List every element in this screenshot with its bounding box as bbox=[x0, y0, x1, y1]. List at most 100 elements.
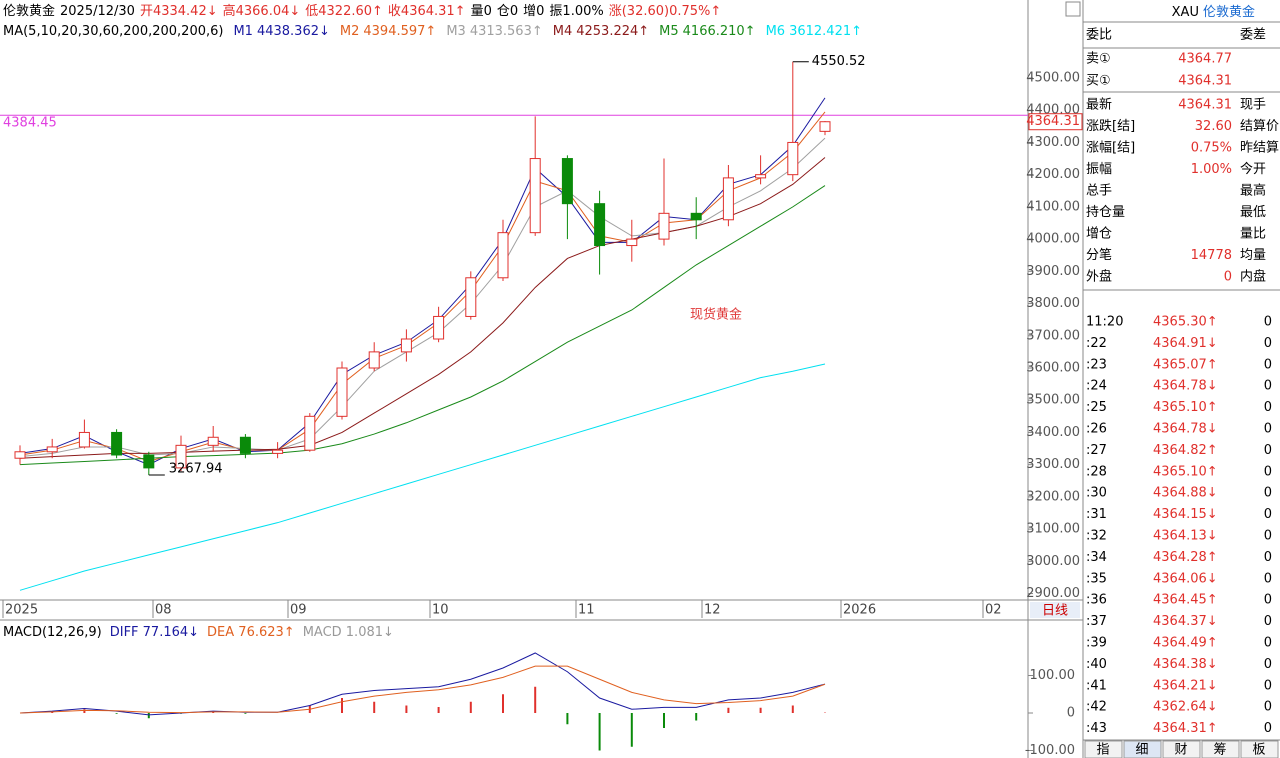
candle-body bbox=[626, 238, 638, 247]
quote-label2: 量比 bbox=[1240, 227, 1266, 242]
tab-label: 筹 bbox=[1213, 742, 1226, 758]
tick-time: :43 bbox=[1086, 721, 1107, 736]
header-part: 开4334.42↓ bbox=[140, 4, 218, 19]
candle-body bbox=[819, 121, 831, 132]
quote-label: 总手 bbox=[1086, 184, 1112, 199]
bid-diff: 委差 bbox=[1240, 28, 1266, 43]
candle-body bbox=[400, 338, 412, 353]
tick-volume: 0 bbox=[1264, 678, 1272, 693]
candle-body bbox=[722, 177, 734, 221]
tab[interactable] bbox=[1240, 740, 1279, 758]
tick-volume: 0 bbox=[1264, 464, 1272, 479]
low-label: 3267.94 bbox=[169, 461, 223, 476]
quote-label2: 最低 bbox=[1240, 205, 1266, 220]
macd-legend-item: DEA 76.623↑ bbox=[207, 625, 295, 640]
y-tick-label: 4100.00 bbox=[1026, 199, 1080, 214]
macd-legend: MACD(12,26,9) DIFF 77.164↓ DEA 76.623↑ MACD… bbox=[3, 625, 394, 640]
tick-volume: 0 bbox=[1264, 379, 1272, 394]
tab-label: 细 bbox=[1135, 743, 1148, 758]
legend-name: M5 bbox=[659, 24, 679, 39]
y-tick-label: 4000.00 bbox=[1026, 232, 1080, 247]
y-tick-label: 3600.00 bbox=[1026, 361, 1080, 376]
tick-time: :26 bbox=[1086, 422, 1107, 437]
header-part: 伦敦黄金 bbox=[3, 3, 55, 19]
period-button[interactable] bbox=[1030, 602, 1080, 618]
ma-title: MA(5,10,20,30,60,200,200,200,6) bbox=[3, 24, 223, 39]
tab[interactable] bbox=[1201, 740, 1240, 758]
y-tick-label: 2900.00 bbox=[1026, 586, 1080, 601]
legend-name: M2 bbox=[340, 24, 360, 39]
tick-price: 4364.78↓ bbox=[1153, 422, 1218, 437]
tick-time: :42 bbox=[1086, 700, 1107, 715]
quote-value: 0.75% bbox=[1191, 141, 1232, 156]
candle-body bbox=[304, 415, 316, 451]
y-tick-label: 4200.00 bbox=[1026, 167, 1080, 182]
tick-volume: 0 bbox=[1264, 336, 1272, 351]
header-part: 涨(32.60)0.75%↑ bbox=[609, 4, 722, 19]
tick-price: 4364.06↓ bbox=[1153, 571, 1218, 586]
ma-line bbox=[19, 157, 826, 459]
legend-name: M1 bbox=[233, 24, 253, 39]
ma-legend: MA(5,10,20,30,60,200,200,200,6) M1 4438.36… bbox=[3, 24, 862, 39]
tick-price: 4364.82↑ bbox=[1153, 443, 1218, 458]
window-button[interactable] bbox=[1065, 1, 1081, 17]
quote-value: 32.60 bbox=[1195, 119, 1232, 134]
quote-value: 0 bbox=[1224, 270, 1232, 285]
tick-price: 4364.78↓ bbox=[1153, 379, 1218, 394]
candle-body bbox=[46, 446, 58, 453]
candle-body bbox=[690, 212, 702, 221]
tick-time: :25 bbox=[1086, 400, 1107, 415]
tick-time: :37 bbox=[1086, 614, 1107, 629]
tick-volume: 0 bbox=[1264, 422, 1272, 437]
legend-value: 4313.563↑ bbox=[470, 24, 543, 39]
tick-time: :23 bbox=[1086, 357, 1107, 372]
tick-price: 4364.15↓ bbox=[1153, 507, 1218, 522]
diff-line bbox=[19, 652, 826, 716]
tab[interactable] bbox=[1084, 740, 1123, 758]
tab[interactable] bbox=[1123, 740, 1162, 758]
legend-value: 4394.597↑ bbox=[363, 24, 436, 39]
legend-value: 4438.362↓ bbox=[257, 24, 330, 39]
tick-price: 4362.64↓ bbox=[1153, 700, 1218, 715]
candle-body bbox=[561, 158, 573, 205]
y-tick-label: 3500.00 bbox=[1026, 393, 1080, 408]
tick-price: 4364.31↑ bbox=[1153, 721, 1218, 736]
quote-label: 最新 bbox=[1086, 97, 1112, 113]
reference-label: 4384.45 bbox=[3, 116, 57, 131]
quote-value: 1.00% bbox=[1191, 162, 1232, 177]
tab-label: 板 bbox=[1252, 743, 1265, 758]
book-label: 买① bbox=[1086, 74, 1111, 89]
tick-time: :30 bbox=[1086, 486, 1107, 501]
y-tick-label: 3900.00 bbox=[1026, 264, 1080, 279]
book-label: 卖① bbox=[1086, 52, 1111, 67]
tick-time: :35 bbox=[1086, 571, 1107, 586]
tab[interactable] bbox=[1162, 740, 1201, 758]
quote-label: 增仓 bbox=[1086, 227, 1112, 242]
candle-body bbox=[433, 315, 445, 340]
high-label: 4550.52 bbox=[812, 54, 866, 69]
quote-label2: 结算价 bbox=[1240, 119, 1279, 134]
x-tick-label: 09 bbox=[290, 603, 307, 618]
quote-value: 4364.31 bbox=[1178, 98, 1232, 113]
tick-volume: 0 bbox=[1264, 315, 1272, 330]
quote-title: XAU 伦敦黄金 bbox=[1172, 4, 1255, 20]
candle-body bbox=[594, 203, 606, 247]
header-part: 低4322.60↑ bbox=[305, 4, 383, 19]
tick-time: :40 bbox=[1086, 657, 1107, 672]
quote-label2: 现手 bbox=[1240, 98, 1266, 113]
header-part: 仓0 bbox=[497, 4, 518, 19]
legend-value: 3612.421↑ bbox=[789, 24, 862, 39]
tab-label: 财 bbox=[1174, 743, 1187, 758]
tick-time: :27 bbox=[1086, 443, 1107, 458]
tick-volume: 0 bbox=[1264, 443, 1272, 458]
legend-value: 4253.224↑ bbox=[576, 24, 649, 39]
tick-volume: 0 bbox=[1264, 357, 1272, 372]
tick-price: 4364.38↓ bbox=[1153, 657, 1218, 672]
tick-volume: 0 bbox=[1264, 529, 1272, 544]
candle-body bbox=[111, 431, 123, 456]
tick-price: 4364.49↑ bbox=[1153, 636, 1218, 651]
candle-body bbox=[336, 367, 348, 417]
candle-body bbox=[658, 212, 670, 240]
tick-time: 11:20 bbox=[1086, 315, 1123, 330]
quote-label: 涨跌[结] bbox=[1086, 118, 1135, 134]
